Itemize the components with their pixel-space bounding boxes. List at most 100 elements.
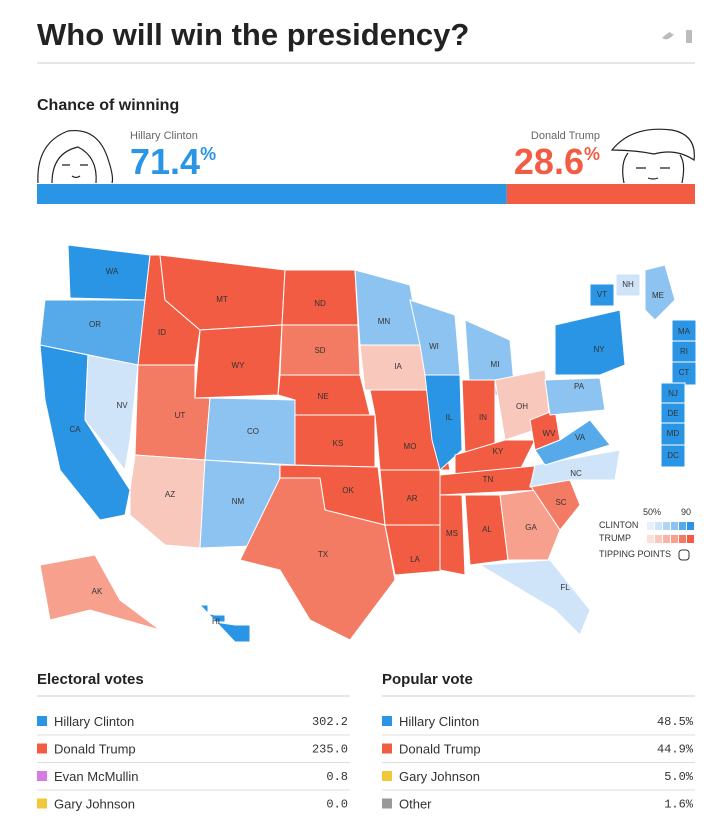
state <box>281 269 359 326</box>
state-label: CT <box>679 368 690 377</box>
state <box>129 454 206 549</box>
state-label: PA <box>574 382 585 391</box>
state-label: SD <box>314 346 325 355</box>
state-label: MA <box>678 327 691 336</box>
trump-bar <box>506 184 695 204</box>
row-value: 5.0% <box>664 770 694 784</box>
state-label: SC <box>555 498 566 507</box>
swatch <box>382 716 392 726</box>
legend-swatch <box>687 535 694 543</box>
state-label: CA <box>69 425 81 434</box>
row-name: Hillary Clinton <box>399 714 479 729</box>
row-value: 302.2 <box>312 715 348 729</box>
state-label: MO <box>404 442 417 451</box>
state-label: FL <box>560 583 570 592</box>
state-label: NJ <box>668 389 678 398</box>
state-label: WI <box>429 342 439 351</box>
state-label: AK <box>92 587 103 596</box>
trump-unit: % <box>584 144 600 164</box>
state-label: TN <box>483 475 494 484</box>
row-name: Gary Johnson <box>54 797 135 812</box>
row-value: 0.0 <box>326 798 348 812</box>
state-label: WY <box>232 361 246 370</box>
state <box>644 264 676 321</box>
state-label: IA <box>394 362 402 371</box>
swatch <box>382 771 392 781</box>
map: WA OR CA NV ID MT WY UT AZ CO NM ND SD NE KS OK TX MN IA MO… <box>39 244 697 643</box>
legend-swatch <box>679 535 686 543</box>
state-label: MI <box>491 360 500 369</box>
state <box>454 439 536 476</box>
share-icons[interactable] <box>662 30 692 43</box>
state-label: NE <box>317 392 328 401</box>
clinton-chance: 71.4% <box>130 141 216 182</box>
legend-swatch <box>687 522 694 530</box>
row-value: 1.6% <box>664 798 694 812</box>
legend-swatch <box>655 535 662 543</box>
state <box>660 444 686 468</box>
state-label: ND <box>314 299 326 308</box>
state-label: DC <box>667 451 679 460</box>
legend-swatch <box>655 522 662 530</box>
clinton-face <box>37 129 114 184</box>
state <box>239 477 396 641</box>
row-name: Donald Trump <box>399 742 481 757</box>
facebook-icon[interactable] <box>686 30 692 43</box>
legend-swatch <box>663 535 670 543</box>
state-label: UT <box>175 411 186 420</box>
popular-heading: Popular vote <box>382 671 473 688</box>
state-label: NC <box>570 469 582 478</box>
state <box>534 419 611 466</box>
state <box>554 309 626 376</box>
state-label: WA <box>106 267 119 276</box>
swatch <box>382 798 392 809</box>
legend-high: 90 <box>681 507 691 517</box>
legend-swatch <box>679 522 686 530</box>
state-label: AL <box>482 525 492 534</box>
state <box>529 449 621 488</box>
legend-swatch <box>663 522 670 530</box>
state-label: MT <box>216 295 228 304</box>
state <box>439 494 466 576</box>
electoral-heading: Electoral votes <box>37 671 144 688</box>
legend-trump: TRUMP <box>599 533 631 543</box>
row-name: Evan McMullin <box>54 769 139 784</box>
legend-swatch <box>671 522 678 530</box>
state <box>354 269 421 346</box>
row-value: 0.8 <box>326 770 348 784</box>
row-name: Gary Johnson <box>399 769 480 784</box>
state <box>544 377 606 416</box>
chance-heading: Chance of winning <box>37 97 179 114</box>
row-value: 48.5% <box>657 715 694 729</box>
state-label: MD <box>667 429 680 438</box>
trump-value: 28.6 <box>514 141 584 182</box>
state-label: VT <box>597 290 607 299</box>
state-label: NV <box>116 401 128 410</box>
state-label: RI <box>680 347 688 356</box>
state-label: IL <box>446 413 453 422</box>
trump-face <box>610 128 695 184</box>
clinton-value: 71.4 <box>130 141 200 182</box>
row-name: Hillary Clinton <box>54 714 134 729</box>
clinton-unit: % <box>200 144 216 164</box>
swatch <box>37 798 47 809</box>
legend-swatch <box>647 522 654 530</box>
map-legend: 50% 90 CLINTON TRUMP TIPPING POINTS <box>599 507 694 561</box>
twitter-icon[interactable] <box>662 32 674 40</box>
state-label: OK <box>342 486 354 495</box>
legend-tipping: TIPPING POINTS <box>599 549 671 559</box>
legend-swatch <box>647 535 654 543</box>
trump-name: Donald Trump <box>531 130 600 142</box>
state-label: NM <box>232 497 245 506</box>
state <box>198 604 251 643</box>
row-value: 235.0 <box>312 743 348 757</box>
state-label: ID <box>158 328 166 337</box>
trump-chance: 28.6% <box>514 141 600 182</box>
row-name: Other <box>399 797 432 812</box>
state <box>84 354 139 472</box>
tipping-swatch <box>678 549 690 561</box>
swatch <box>37 716 47 726</box>
state-label: DE <box>667 409 678 418</box>
legend-low: 50% <box>643 507 661 517</box>
state-label: GA <box>525 523 537 532</box>
